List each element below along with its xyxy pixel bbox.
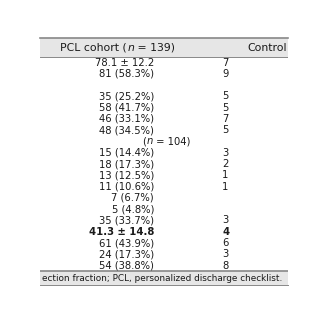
Text: 54 (38.8%): 54 (38.8%) xyxy=(99,260,154,271)
Text: 35 (25.2%): 35 (25.2%) xyxy=(99,92,154,101)
Text: = 139): = 139) xyxy=(134,43,175,52)
Text: 9: 9 xyxy=(222,69,229,79)
Text: 3: 3 xyxy=(222,249,228,259)
Text: 5: 5 xyxy=(222,125,229,135)
Text: 35 (33.7%): 35 (33.7%) xyxy=(99,215,154,226)
Text: 61 (43.9%): 61 (43.9%) xyxy=(99,238,154,248)
Text: 15 (14.4%): 15 (14.4%) xyxy=(99,148,154,158)
Bar xyxy=(40,271,288,285)
Text: 7 (6.7%): 7 (6.7%) xyxy=(111,193,154,203)
Text: 18 (17.3%): 18 (17.3%) xyxy=(99,159,154,169)
Text: 13 (12.5%): 13 (12.5%) xyxy=(99,170,154,180)
Text: 46 (33.1%): 46 (33.1%) xyxy=(99,114,154,124)
Text: 11 (10.6%): 11 (10.6%) xyxy=(99,182,154,192)
Text: 24 (17.3%): 24 (17.3%) xyxy=(99,249,154,259)
Text: = 104): = 104) xyxy=(153,137,190,147)
Text: 2: 2 xyxy=(222,159,229,169)
Text: 8: 8 xyxy=(222,260,228,271)
Text: 5 (4.8%): 5 (4.8%) xyxy=(112,204,154,214)
Text: 81 (58.3%): 81 (58.3%) xyxy=(99,69,154,79)
Text: 6: 6 xyxy=(222,238,229,248)
Text: Control: Control xyxy=(247,43,287,52)
Bar xyxy=(40,57,288,271)
Text: 5: 5 xyxy=(222,92,229,101)
Text: 48 (34.5%): 48 (34.5%) xyxy=(99,125,154,135)
Text: 41.3 ± 14.8: 41.3 ± 14.8 xyxy=(89,227,154,237)
Text: 4: 4 xyxy=(222,227,229,237)
Text: n: n xyxy=(147,137,154,147)
Text: 1: 1 xyxy=(222,182,229,192)
Text: 1: 1 xyxy=(222,170,229,180)
Text: 78.1 ± 12.2: 78.1 ± 12.2 xyxy=(95,58,154,68)
Text: 5: 5 xyxy=(222,103,229,113)
Text: 7: 7 xyxy=(222,58,229,68)
Text: PCL cohort (: PCL cohort ( xyxy=(60,43,126,52)
Text: ection fraction; PCL, personalized discharge checklist.: ection fraction; PCL, personalized disch… xyxy=(43,274,283,283)
Text: 58 (41.7%): 58 (41.7%) xyxy=(99,103,154,113)
Text: 3: 3 xyxy=(222,148,228,158)
Bar xyxy=(40,38,288,57)
Text: (: ( xyxy=(142,137,146,147)
Text: n: n xyxy=(127,43,134,52)
Text: 3: 3 xyxy=(222,215,228,226)
Text: 7: 7 xyxy=(222,114,229,124)
